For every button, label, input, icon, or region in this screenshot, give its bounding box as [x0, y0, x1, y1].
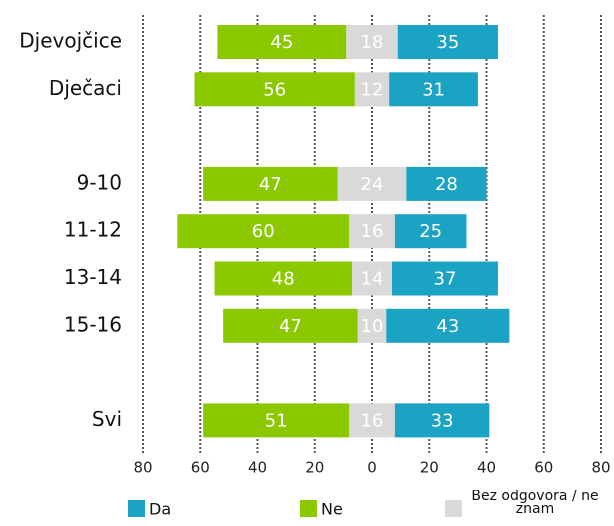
bar	[346, 25, 398, 59]
value-label: 47	[259, 174, 282, 195]
value-label: 48	[272, 269, 295, 290]
value-label: 25	[419, 221, 442, 242]
category-label: 13-14	[64, 265, 122, 289]
value-label: 16	[361, 410, 384, 431]
bar	[214, 261, 352, 296]
bar	[349, 403, 395, 438]
x-tick-label: 0	[367, 459, 377, 477]
value-label: 60	[252, 221, 275, 242]
category-label: Djevojčice	[19, 29, 122, 53]
value-label: 14	[361, 269, 384, 290]
legend-swatch	[300, 500, 317, 517]
bar	[337, 166, 407, 201]
legend-label: Ne	[321, 500, 343, 519]
bar	[386, 308, 510, 343]
value-label: 45	[270, 32, 293, 53]
bar	[397, 25, 498, 59]
value-label: 56	[263, 79, 286, 100]
category-label: Svi	[92, 407, 122, 431]
category-label: 11-12	[64, 218, 122, 242]
bar	[394, 214, 467, 249]
bar	[194, 72, 355, 107]
value-label: 16	[361, 221, 384, 242]
value-label: 12	[361, 79, 384, 100]
bar	[203, 403, 350, 438]
value-label: 31	[422, 79, 445, 100]
x-tick-label: 60	[191, 459, 210, 477]
category-label: 15-16	[64, 312, 122, 336]
bar	[357, 308, 387, 343]
bar	[223, 308, 358, 343]
bar	[217, 25, 347, 59]
bar	[354, 72, 390, 107]
value-label: 24	[361, 174, 384, 195]
x-tick-label: 40	[248, 459, 267, 477]
bar	[351, 261, 393, 296]
category-label: Dječaci	[49, 76, 122, 100]
bar	[203, 166, 338, 201]
value-label: 10	[361, 316, 384, 337]
value-label: 18	[361, 32, 384, 53]
x-tick-label: 80	[133, 459, 152, 477]
value-label: 51	[265, 410, 288, 431]
legend-swatch	[445, 500, 462, 517]
legend-label-box: Bez odgovora / ne znam	[471, 490, 599, 517]
bar	[177, 214, 350, 249]
legend-label: Da	[149, 500, 171, 519]
bar	[406, 166, 487, 201]
x-tick-label: 20	[420, 459, 439, 477]
value-label: 43	[436, 316, 459, 337]
legend-swatch	[128, 500, 145, 517]
category-label: 9-10	[77, 170, 122, 194]
bar	[392, 261, 498, 296]
x-tick-label: 60	[534, 459, 553, 477]
legend-label: Bez odgovora / ne znam	[471, 490, 599, 517]
bar	[394, 403, 490, 438]
value-label: 35	[436, 32, 459, 53]
value-label: 47	[279, 316, 302, 337]
bar	[349, 214, 395, 249]
bar	[389, 72, 478, 107]
value-label: 37	[434, 269, 457, 290]
value-label: 28	[435, 174, 458, 195]
x-tick-label: 40	[477, 459, 496, 477]
x-tick-label: 20	[305, 459, 324, 477]
value-label: 33	[431, 410, 454, 431]
x-tick-label: 80	[591, 459, 610, 477]
